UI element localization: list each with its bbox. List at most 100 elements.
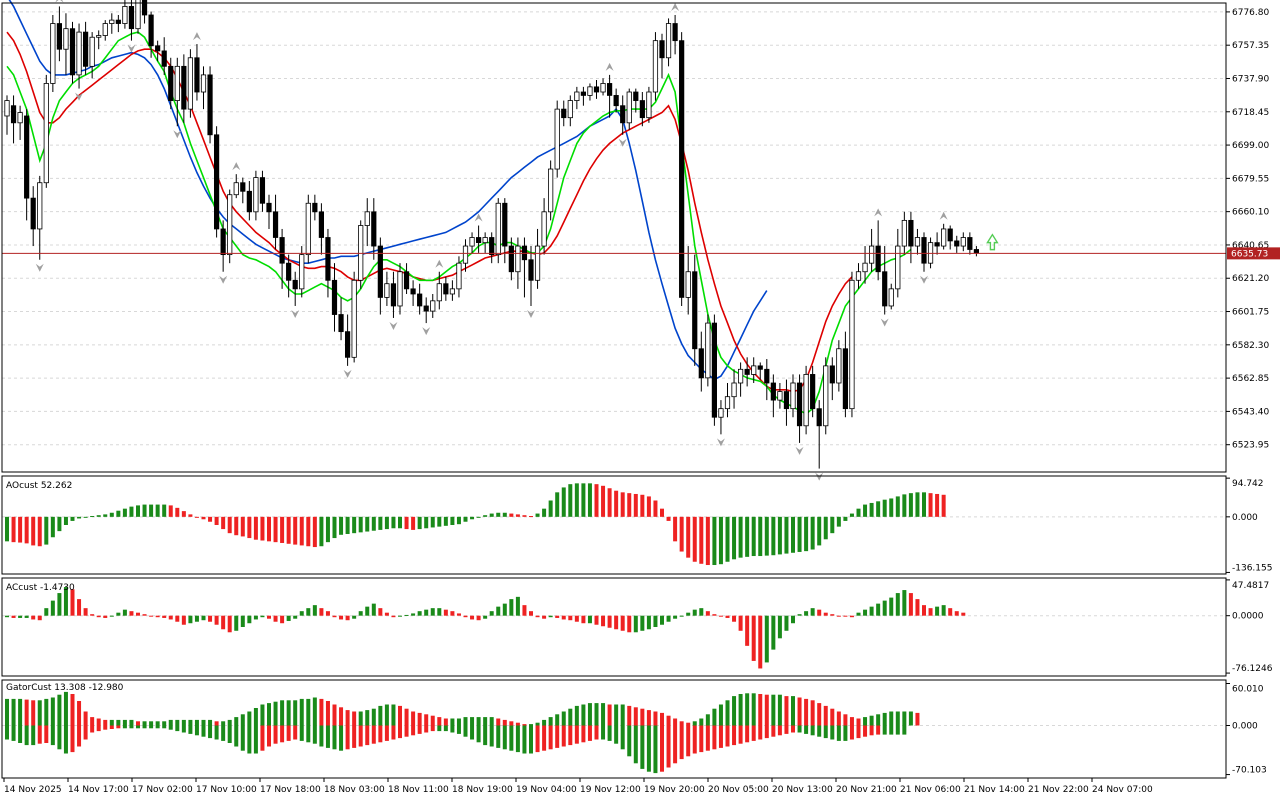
gator-lower-bar <box>463 725 468 737</box>
ac-histogram-bar <box>692 609 697 616</box>
candle-body <box>4 100 10 117</box>
ac-histogram-bar <box>430 608 435 616</box>
candle-body <box>384 283 390 298</box>
candle <box>115 14 121 33</box>
candle-body <box>128 6 135 30</box>
ac-histogram-bar <box>732 615 737 622</box>
ac-histogram-bar <box>181 615 186 625</box>
gator-indicator-pane[interactable]: 60.010 0.000 -70.103 <box>2 682 1267 776</box>
gator-upper-bar <box>581 704 586 726</box>
gator-upper-bar <box>679 721 684 726</box>
gator-lower-bar <box>561 725 566 747</box>
gator-lower-bar <box>11 725 16 741</box>
gator-lower-bar <box>797 725 802 733</box>
gator-lower-bar <box>529 725 533 754</box>
price-tick-label: 6718.45 <box>1232 108 1269 118</box>
ac-histogram-bar <box>915 599 920 616</box>
gator-upper-bar <box>24 699 29 726</box>
gator-lower-bar <box>587 725 592 741</box>
gator-upper-bar <box>758 694 763 726</box>
ac-histogram-bar <box>699 608 704 616</box>
candle-body <box>836 348 842 384</box>
fractal-down-icon <box>291 309 300 318</box>
candle <box>534 228 541 289</box>
ao-histogram-bar <box>142 504 147 517</box>
candle <box>816 400 822 469</box>
candle <box>148 11 154 58</box>
gator-upper-bar <box>299 698 304 726</box>
price-tick-label: 6562.85 <box>1232 374 1269 384</box>
time-tick-label: 24 Nov 07:00 <box>1092 785 1153 795</box>
gator-lower-bar <box>96 725 101 732</box>
time-tick-label: 20 Nov 21:00 <box>836 785 897 795</box>
fractal-down-icon <box>527 309 535 318</box>
candle-body <box>279 237 285 264</box>
gator-indicator-label: GatorCust 13.308 -12.980 <box>6 683 124 693</box>
candle <box>888 283 894 310</box>
candle <box>495 198 501 264</box>
gator-lower-bar <box>371 725 376 744</box>
ac-histogram-bar <box>614 615 619 630</box>
ao-histogram-bar <box>692 516 697 562</box>
ao-histogram-bar <box>594 484 599 517</box>
gator-lower-bar <box>705 725 710 751</box>
gator-upper-bar <box>882 712 887 726</box>
ao-histogram-bar <box>260 516 265 541</box>
price-tick-label: 6582.30 <box>1232 341 1269 351</box>
ao-indicator-pane[interactable]: 94.742 0.000 -136.155 <box>2 477 1272 573</box>
gator-lower-bar <box>214 725 219 740</box>
candle <box>377 237 383 315</box>
price-tick-label: 6737.90 <box>1232 74 1269 84</box>
fractal-up-icon <box>939 211 948 220</box>
candle <box>633 88 639 113</box>
candle <box>318 203 325 255</box>
candle-body <box>515 245 521 273</box>
ac-indicator-pane[interactable]: 47.4817 0.0000 -76.1246 <box>2 579 1273 674</box>
main-price-pane[interactable]: 6776.80 6757.35 6737.90 6718.45 6699.00 6679.… <box>2 0 1280 481</box>
candle <box>76 23 82 89</box>
ao-histogram-bar <box>50 516 55 538</box>
ac-histogram-bar <box>646 615 651 630</box>
ac-histogram-bar <box>738 615 743 631</box>
candle-body <box>233 182 239 196</box>
gator-upper-bar <box>640 708 645 726</box>
ao-histogram-bar <box>574 483 579 517</box>
ao-histogram-bar <box>915 492 920 517</box>
ac-histogram-bar <box>712 614 717 616</box>
ac-histogram-bar <box>823 612 828 616</box>
gator-upper-bar <box>849 717 854 726</box>
gator-lower-bar <box>378 725 383 743</box>
gator-upper-bar <box>267 703 271 726</box>
candle-body <box>502 202 508 247</box>
time-tick-label: 21 Nov 14:00 <box>964 785 1025 795</box>
gator-lower-bar <box>103 725 108 730</box>
candle-body <box>351 279 357 358</box>
ac-tick-label: 0.0000 <box>1232 612 1264 622</box>
ac-histogram-bar <box>96 615 101 618</box>
ao-histogram-bar <box>869 502 874 517</box>
candle-body <box>849 279 855 410</box>
ac-histogram-bar <box>456 613 461 616</box>
time-tick-label: 14 Nov 17:00 <box>68 785 129 795</box>
gator-lower-bar <box>437 725 442 732</box>
candle-body <box>253 177 259 213</box>
ac-histogram-bar <box>214 615 219 625</box>
candle <box>220 220 226 272</box>
candle-body <box>174 65 180 101</box>
ac-histogram-bar <box>371 603 376 616</box>
candle-body <box>724 396 731 410</box>
gator-lower-bar <box>764 725 769 739</box>
ac-histogram-bar <box>876 603 881 616</box>
gator-lower-bar <box>18 725 23 743</box>
gator-lower-bar <box>823 725 828 739</box>
candle-body <box>973 249 980 254</box>
ac-histogram-bar <box>758 615 763 669</box>
ac-histogram-bar <box>44 608 49 616</box>
gator-lower-bar <box>188 725 193 734</box>
gator-lower-bar <box>601 725 606 740</box>
ac-histogram-bar <box>463 615 468 618</box>
candle <box>358 220 364 289</box>
ao-histogram-bar <box>784 516 789 554</box>
